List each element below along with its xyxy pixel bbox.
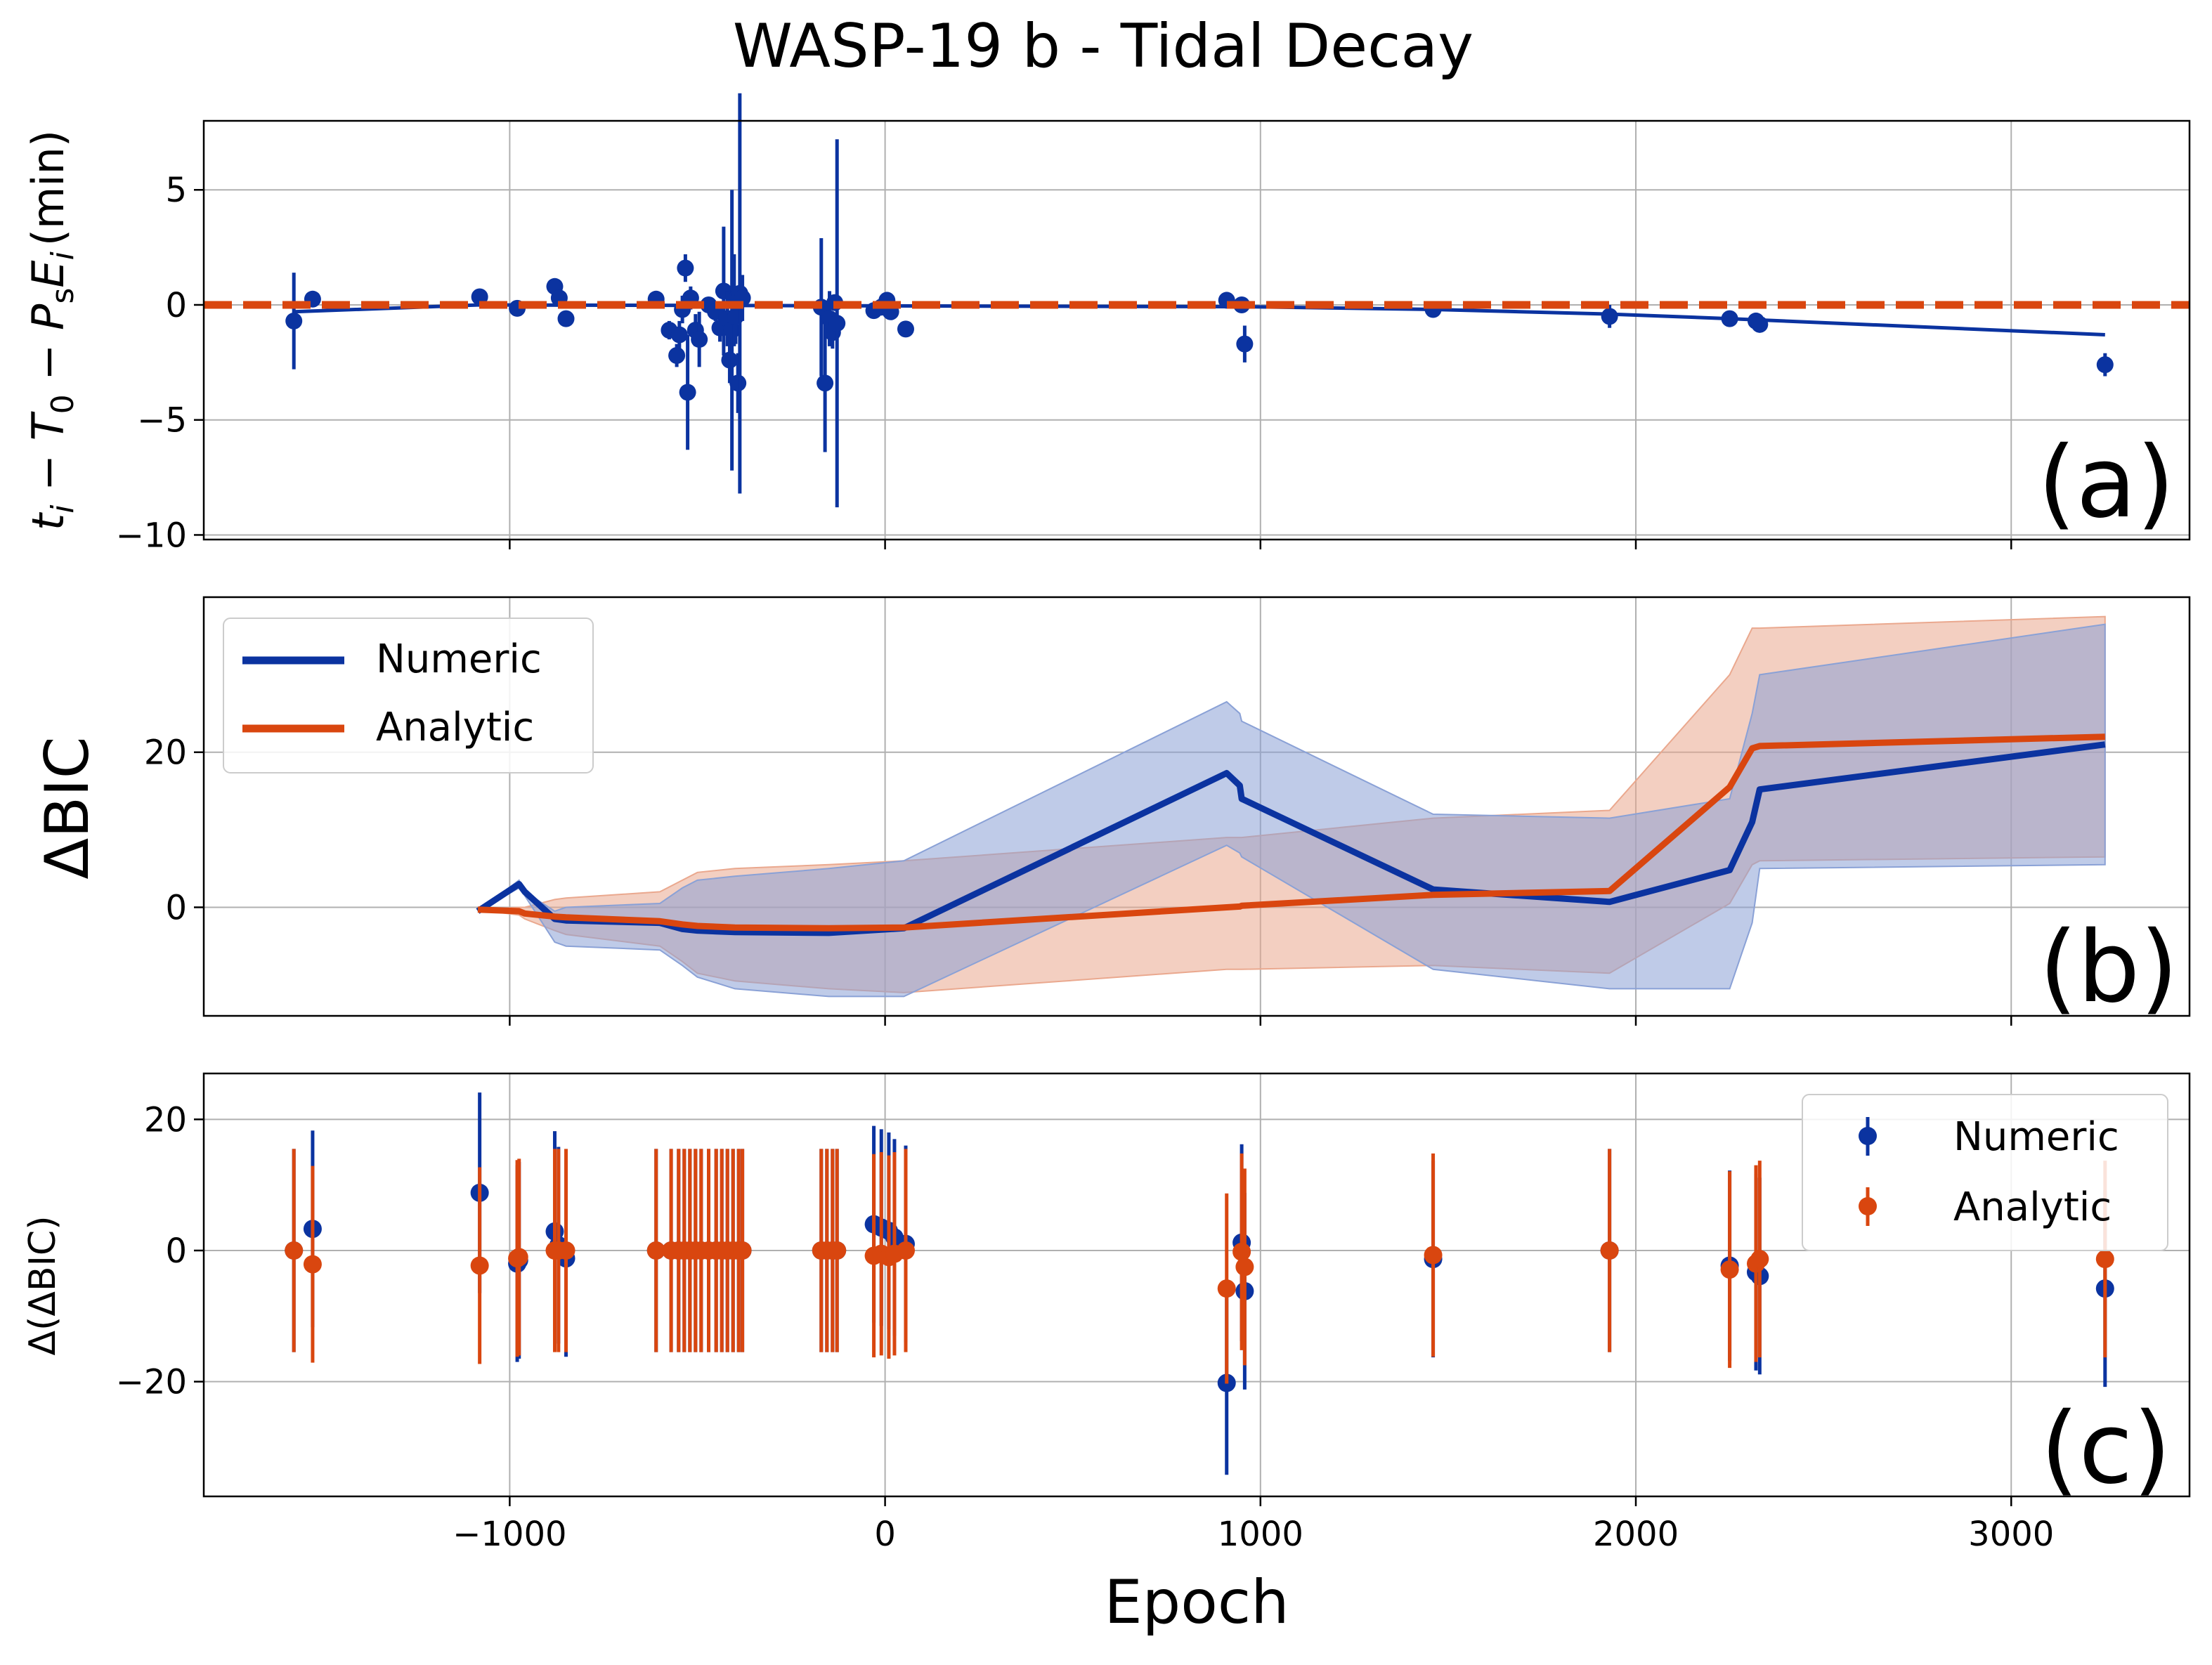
panel-c-legend: Numeric Analytic: [1802, 1094, 2168, 1251]
panel-c-frame: [202, 1072, 2191, 1498]
ylabel-sub-i2: i: [45, 251, 81, 260]
panel-b-ytick-label: 0: [165, 888, 187, 927]
panel-c-label: (c): [2041, 1392, 2171, 1506]
panel-a-yticks: −10 −5 0 5: [116, 171, 204, 555]
ylabel-unit: (min): [22, 130, 74, 246]
panel-b-frame: [202, 596, 2191, 1017]
analytic-point: [1600, 1241, 1619, 1260]
panel-a-ylabel: ti − T0 − PsEi(min): [22, 130, 81, 530]
panel-c-marks: [285, 1092, 2114, 1475]
panel-c-legend-box: [1802, 1094, 2168, 1251]
transit-point: [1721, 310, 1738, 327]
legend-c-numeric-label: Numeric: [1953, 1114, 2119, 1160]
panel-a-ytick-label: 0: [165, 286, 187, 325]
analytic-point: [2095, 1250, 2114, 1269]
x-axis-label: Epoch: [1104, 1567, 1289, 1638]
panel-c-ylabel: Δ(ΔBIC): [22, 1215, 64, 1355]
figure-title: WASP-19 b - Tidal Decay: [733, 11, 1473, 81]
ylabel-T: T: [22, 411, 74, 440]
analytic-point: [1235, 1258, 1254, 1276]
analytic-point: [557, 1241, 575, 1260]
panel-a-ytick-label: −5: [137, 401, 187, 440]
analytic-point: [1750, 1250, 1769, 1269]
transit-point: [670, 326, 688, 344]
ylabel-t: t: [22, 511, 74, 530]
panel-b-legend: Numeric Analytic: [223, 618, 594, 773]
panel-b-ytick-label: 20: [144, 733, 187, 773]
x-tick-label: −1000: [453, 1515, 566, 1554]
analytic-point: [470, 1256, 489, 1275]
transit-point: [817, 374, 834, 392]
analytic-point: [303, 1255, 322, 1274]
x-tick-label: 3000: [1968, 1515, 2054, 1554]
panel-c-ytick-label: 20: [144, 1100, 187, 1140]
transit-point: [691, 331, 708, 348]
analytic-point: [646, 1241, 665, 1260]
ylabel-minus-1: −: [22, 440, 74, 504]
panel-a: −10−505 (a) ti − T0 − PsEi(min): [22, 93, 2191, 555]
legend-c-numeric-marker: [1859, 1127, 1877, 1145]
analytic-point: [733, 1241, 752, 1260]
ylabel-E: E: [22, 260, 74, 288]
panel-b-label: (b): [2039, 910, 2178, 1025]
transit-point: [1236, 335, 1254, 353]
analytic-point: [1424, 1246, 1443, 1265]
transit-point: [668, 347, 686, 365]
analytic-point: [1232, 1242, 1251, 1261]
panel-c-yticks: −20 0 20: [116, 1100, 204, 1402]
x-tick-label: 0: [874, 1515, 896, 1554]
ylabel-sub-i: i: [45, 504, 81, 514]
transit-point: [1601, 308, 1618, 325]
panel-b-yticks: 0 20: [144, 733, 204, 927]
panel-a-frame: [202, 119, 2191, 541]
analytic-point: [828, 1241, 847, 1260]
transit-point: [557, 310, 575, 327]
panel-c-xticks: −1000 0 1000 2000 3000: [453, 1515, 2054, 1554]
ylabel-sub-0: 0: [45, 394, 81, 414]
analytic-point: [1720, 1260, 1739, 1279]
analytic-line: [477, 733, 2105, 932]
panel-b: 0 20 (b) ΔBIC Numeric Analytic: [32, 596, 2191, 1026]
analytic-point: [1217, 1279, 1236, 1298]
transit-point: [729, 374, 747, 392]
panel-a-label: (a): [2038, 426, 2175, 540]
legend-c-analytic-label: Analytic: [1953, 1184, 2112, 1230]
panel-c-ytick-label: −20: [116, 1363, 187, 1402]
transit-point: [1751, 315, 1769, 333]
ylabel-sub-s: s: [45, 288, 81, 304]
panel-a-ytick-label: 5: [165, 171, 187, 210]
legend-c-analytic-marker: [1859, 1197, 1877, 1215]
ylabel-minus-2: −: [22, 330, 74, 394]
ylabel-P: P: [22, 303, 74, 330]
transit-point: [677, 259, 694, 277]
panel-c-ytick-label: 0: [165, 1232, 187, 1271]
analytic-point: [896, 1241, 915, 1260]
x-tick-label: 1000: [1218, 1515, 1303, 1554]
analytic-point: [285, 1241, 304, 1260]
panel-b-ylabel: ΔBIC: [32, 736, 103, 879]
transit-point: [2096, 356, 2114, 374]
legend-b-numeric-label: Numeric: [376, 636, 542, 682]
panel-b-marks: [476, 615, 2106, 998]
analytic-point: [509, 1248, 528, 1267]
x-tick-label: 2000: [1593, 1515, 1679, 1554]
legend-b-analytic-label: Analytic: [376, 705, 534, 750]
transit-point: [721, 351, 739, 369]
panel-c: −20 0 20 −1000 0 1000 2000 3000 Numeric Analyt…: [22, 1072, 2191, 1554]
panel-a-ytick-label: −10: [116, 516, 187, 555]
transit-point: [285, 312, 303, 329]
transit-point: [828, 315, 846, 332]
panel-a-marks: [204, 93, 2190, 508]
transit-point: [679, 384, 696, 401]
transit-point: [897, 320, 914, 338]
